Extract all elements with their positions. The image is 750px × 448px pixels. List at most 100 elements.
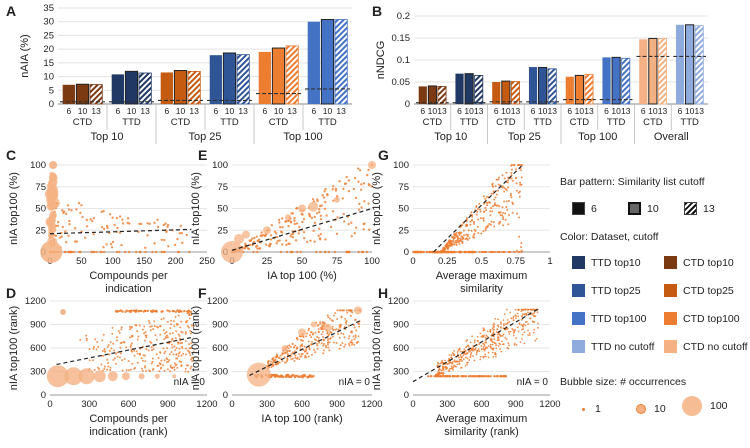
scatter-point (154, 373, 160, 379)
scatter-point (352, 324, 355, 327)
scatter-point (505, 206, 508, 209)
scatter-point (300, 355, 303, 358)
scatter-point (166, 336, 169, 339)
scatter-point (121, 372, 130, 381)
bar-top25-ttd-6 (528, 67, 538, 104)
scatter-point (341, 197, 345, 200)
scatter-point (159, 333, 162, 336)
scatter-point (172, 320, 175, 323)
scatter-point (85, 334, 88, 337)
scatter-point (500, 327, 502, 329)
scatter-point (318, 207, 321, 211)
scatter-point (490, 339, 493, 342)
scatter-point (248, 243, 252, 247)
scatter-point (106, 226, 109, 230)
scatter-point (507, 223, 510, 226)
y-tick-label: 20 (43, 44, 54, 55)
dataset-label: TTD (460, 117, 479, 128)
x-axis-label: indication (105, 283, 151, 295)
scatter-point (260, 231, 263, 234)
scatter-point (308, 215, 312, 218)
scatter-point (305, 348, 308, 351)
scatter-point (521, 309, 524, 312)
scatter-point (495, 375, 498, 378)
legend-color-item: CTD top25 (664, 284, 734, 297)
scatter-point (511, 202, 514, 205)
scatter-point (115, 336, 118, 339)
scatter-point (520, 251, 523, 253)
scatter-point (159, 351, 162, 354)
scatter-point (492, 221, 495, 224)
scatter-point (456, 251, 459, 253)
scatter-point (298, 358, 301, 361)
scatter-point (188, 250, 191, 254)
x-sub-tick-label: 6 (641, 106, 646, 116)
scatter-point (533, 328, 536, 331)
scatter-point (171, 332, 174, 335)
scatter-point (357, 180, 360, 183)
scatter-point (462, 229, 465, 232)
scatter-point (306, 375, 310, 379)
scatter-point (285, 250, 289, 254)
legend-pattern-6: 6 (572, 202, 597, 215)
scatter-point (340, 323, 343, 326)
scatter-point (523, 331, 526, 334)
scatter-point (190, 324, 193, 327)
scatter-point (170, 350, 173, 353)
scatter-point (350, 234, 353, 238)
legend-color-label: CTD top100 (683, 312, 740, 325)
scatter-point (286, 353, 289, 356)
scatter-point (324, 187, 327, 191)
scatter-point (478, 375, 481, 378)
scatter-point (95, 348, 98, 351)
y-tick-label: 100 (30, 160, 46, 171)
scatter-point (507, 347, 510, 350)
scatter-point (479, 208, 482, 211)
x-sub-tick-label: 10 (274, 106, 284, 116)
scatter-point (311, 198, 315, 201)
scatter-point (506, 208, 509, 211)
group-label: Overall (654, 131, 689, 143)
bar-overall-ttd-13 (694, 25, 704, 105)
scatter-point (347, 342, 350, 345)
scatter-point (509, 251, 512, 253)
scatter-point (475, 353, 478, 356)
scatter-point (469, 353, 472, 356)
scatter-point (132, 309, 136, 312)
scatter-point (500, 322, 503, 325)
scatter-point (102, 227, 106, 231)
scatter-point (506, 181, 509, 184)
scatter-point (140, 367, 143, 370)
scatter-point (441, 250, 445, 254)
scatter-point (295, 222, 299, 225)
bar-top100-ctd-6 (258, 51, 271, 104)
scatter-point (119, 309, 123, 312)
scatter-point (503, 313, 506, 316)
scatter-point (533, 311, 536, 314)
legend-color-item: CTD no cutoff (664, 340, 748, 353)
scatter-point (499, 220, 502, 223)
x-axis-label: Average maximum (436, 413, 528, 425)
scatter-point (106, 358, 109, 361)
scatter-point (510, 164, 513, 166)
scatter-point (347, 179, 351, 182)
scatter-point (456, 238, 459, 241)
scatter-point (72, 250, 76, 254)
scatter-point (484, 336, 487, 339)
x-axis-label: indication (rank) (89, 426, 167, 438)
scatter-point (485, 209, 488, 212)
scatter-point (331, 188, 334, 191)
scatter-point (321, 335, 324, 338)
scatter-point (103, 348, 106, 351)
y-tick-label: 75 (35, 182, 46, 193)
scatter-point (484, 353, 487, 356)
scatter-point (452, 368, 455, 371)
scatter-point (143, 325, 146, 328)
scatter-point (170, 323, 173, 326)
y-tick-label: 0.15 (392, 33, 411, 44)
scatter-point (334, 189, 338, 192)
scatter-point (164, 350, 167, 353)
scatter-point (65, 212, 68, 216)
x-tick-label: 150 (136, 256, 152, 267)
legend-bubble-100: 100 (682, 396, 728, 416)
